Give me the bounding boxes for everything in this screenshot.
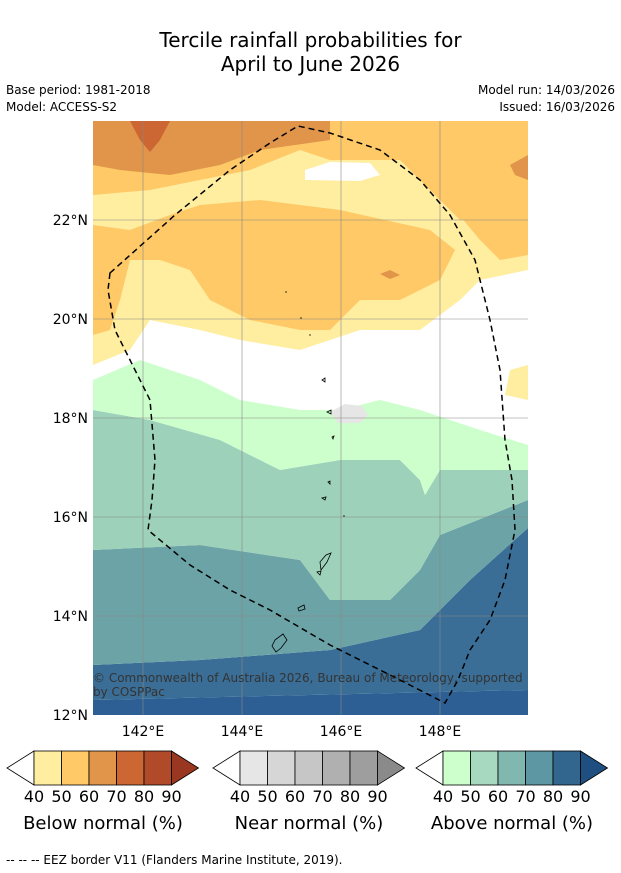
- colorbar-segment: [442, 750, 471, 786]
- colorbar-segment: [88, 750, 117, 786]
- colorbars: [6, 750, 609, 786]
- colorbar-segment: [470, 750, 499, 786]
- colorbar-high-end: [377, 750, 406, 786]
- chart-title-line2: April to June 2026: [220, 52, 401, 76]
- lon-label: 148°E: [419, 724, 462, 740]
- colorbar-tick-label: 80: [542, 787, 564, 806]
- colorbar-tick-label: 50: [460, 787, 481, 806]
- colorbar-low-end: [6, 750, 35, 786]
- lon-label: 144°E: [221, 724, 264, 740]
- guam-island: [271, 633, 288, 653]
- below-60-spot-east: [510, 155, 528, 180]
- above-60-region: [93, 410, 528, 600]
- colorbar-segment: [294, 750, 323, 786]
- lat-label: 18°N: [53, 411, 88, 427]
- colorbar-tick-label: 60: [284, 787, 306, 806]
- graticule: [93, 121, 528, 715]
- colorbar-tick-label: 50: [51, 787, 72, 806]
- colorbar-low-end: [415, 750, 444, 786]
- colorbar-tick-label: 40: [23, 787, 45, 806]
- colorbar-tick-label: 40: [432, 787, 454, 806]
- islands: [271, 291, 345, 653]
- colorbar-tick-label: 70: [106, 787, 127, 806]
- colorbar-tick-label: 90: [161, 787, 182, 806]
- colorbar-tick-label: 90: [367, 787, 388, 806]
- above-70-region: [93, 500, 528, 665]
- colorbar-tick-label: 40: [229, 787, 251, 806]
- colorbar-high-end: [171, 750, 200, 786]
- lat-label: 20°N: [53, 312, 88, 328]
- lat-label: 12°N: [53, 708, 88, 724]
- lat-label: 14°N: [53, 609, 88, 625]
- colorbar-low-end: [212, 750, 241, 786]
- saipan-island: [319, 552, 332, 572]
- colorbar-high-end: [580, 750, 609, 786]
- issued-label: Issued: 16/03/2026: [499, 100, 615, 114]
- chart-title-line1: Tercile rainfall probabilities for: [159, 28, 462, 52]
- rota-island: [297, 604, 306, 612]
- colorbar-tick-label: 50: [257, 787, 278, 806]
- lon-label: 146°E: [320, 724, 363, 740]
- below-50-region-east: [440, 130, 528, 260]
- colorbar-tick-label: 60: [78, 787, 100, 806]
- model-run-label: Model run: 14/03/2026: [477, 83, 615, 97]
- below-60-spot-central: [380, 270, 400, 279]
- colorbar-tick-label: 70: [312, 787, 333, 806]
- lat-label: 22°N: [53, 213, 88, 229]
- colorbar-tick-label: 80: [133, 787, 155, 806]
- colorbar-title-above: Above normal (%): [430, 813, 594, 834]
- colorbar-segment: [349, 750, 378, 786]
- copyright-text: © Commonwealth of Australia 2026, Bureau…: [93, 671, 523, 699]
- base-period-label: Base period: 1981-2018: [6, 83, 151, 97]
- colorbar-segment: [322, 750, 351, 786]
- colorbar-segment: [33, 750, 62, 786]
- model-label: Model: ACCESS-S2: [6, 100, 118, 114]
- below-70-region: [130, 121, 170, 152]
- colorbar-title-below: Below normal (%): [23, 813, 183, 834]
- lon-label: 142°E: [122, 724, 165, 740]
- colorbar-segment: [61, 750, 90, 786]
- below-50-region-central: [93, 200, 455, 335]
- colorbar-segment: [552, 750, 581, 786]
- colorbar-segment: [239, 750, 268, 786]
- colorbar-tick-label: 60: [487, 787, 509, 806]
- above-90-region: [93, 690, 528, 715]
- lat-label: 16°N: [53, 510, 88, 526]
- above-80-region: [93, 528, 528, 700]
- colorbar-segment: [116, 750, 145, 786]
- colorbar-segment: [497, 750, 526, 786]
- above-50-region: [93, 360, 528, 495]
- colorbar-segment: [525, 750, 554, 786]
- colorbar-segment: [143, 750, 172, 786]
- eez-footnote: -- -- -- EEZ border V11 (Flanders Marine…: [6, 853, 343, 867]
- white-gap-north: [305, 162, 380, 181]
- colorbar-tick-label: 80: [339, 787, 361, 806]
- colorbar-title-near: Near normal (%): [234, 813, 384, 834]
- colorbar-tick-label: 70: [515, 787, 536, 806]
- colorbar-segment: [267, 750, 296, 786]
- colorbar-tick-label: 90: [570, 787, 591, 806]
